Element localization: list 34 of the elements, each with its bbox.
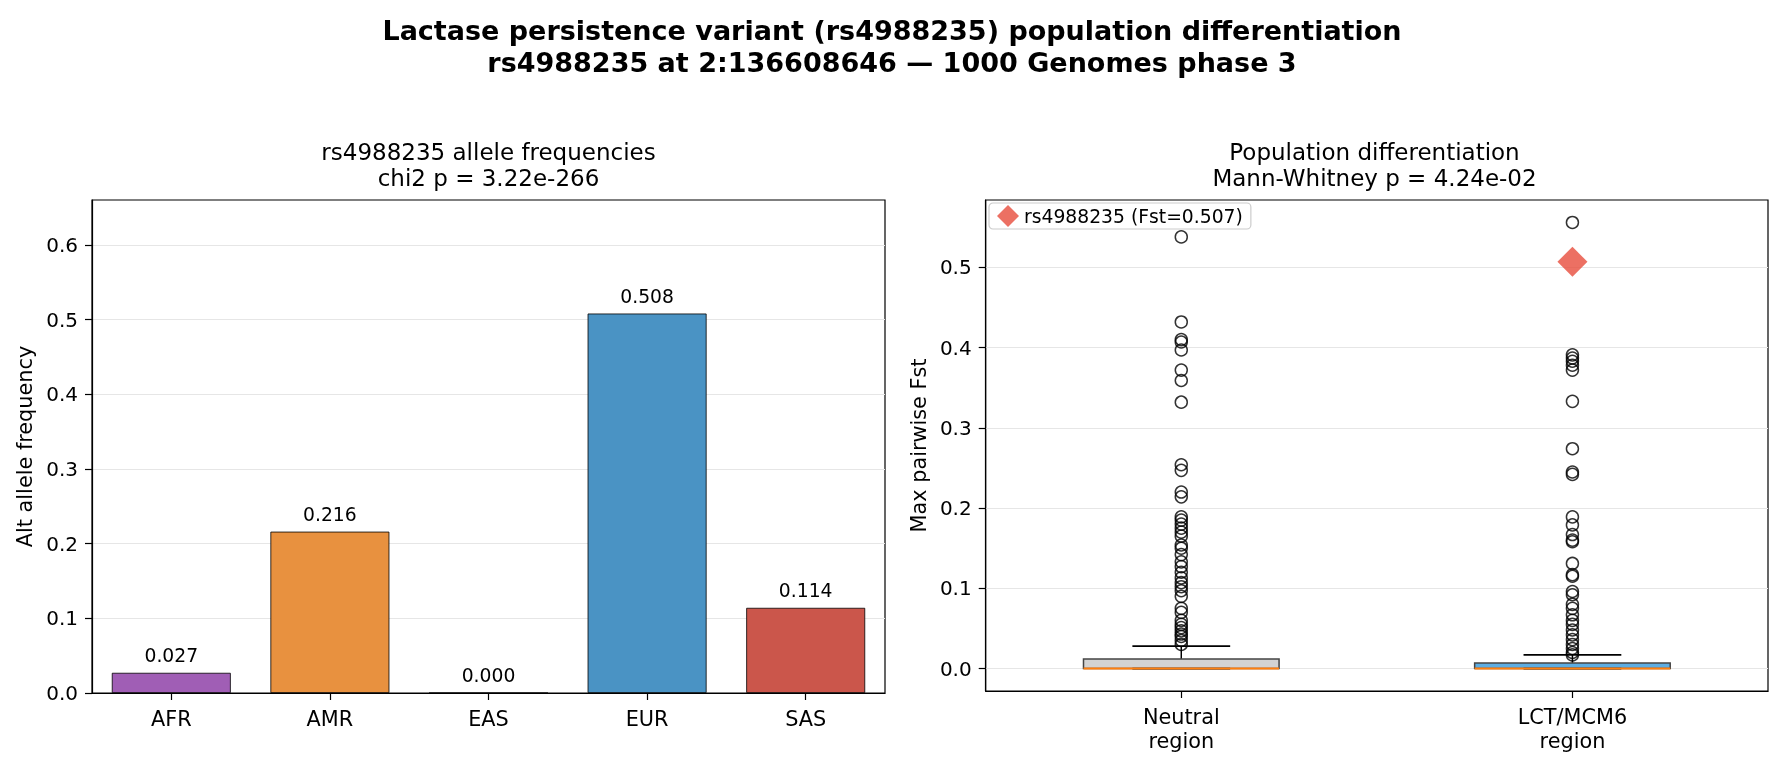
y-axis-title: Alt allele frequency xyxy=(12,345,37,548)
x-tick-label: EAS xyxy=(468,707,509,731)
y-tick-label: 0.2 xyxy=(939,496,972,521)
legend-label: rs4988235 (Fst=0.507) xyxy=(1024,205,1243,227)
y-tick-label: 0.0 xyxy=(46,681,78,705)
y-tick-label: 0.3 xyxy=(939,415,972,440)
x-tick-label: SAS xyxy=(785,707,827,731)
x-tick-label: AMR xyxy=(306,707,354,731)
y-tick-label: 0.5 xyxy=(46,307,78,332)
y-tick-label: 0.0 xyxy=(939,656,972,681)
chart-subtitle: Mann-Whitney p = 4.24e-02 xyxy=(1212,165,1537,191)
y-tick-label: 0.1 xyxy=(46,606,78,631)
chart-title: Population differentiation xyxy=(1229,139,1520,165)
data-label: 0.000 xyxy=(461,664,516,686)
y-tick-label: 0.5 xyxy=(939,255,972,280)
y-axis-title: Max pairwise Fst xyxy=(906,358,931,533)
chart-subtitle: chi2 p = 3.22e-266 xyxy=(377,165,600,191)
y-tick-label: 0.2 xyxy=(46,531,78,556)
data-label: 0.027 xyxy=(144,644,199,666)
y-tick-label: 0.1 xyxy=(939,576,972,601)
x-tick-label: Neutral region xyxy=(1142,705,1220,753)
data-label: 0.216 xyxy=(303,503,357,525)
x-tick-label: LCT/MCM6 region xyxy=(1517,705,1628,753)
data-label: 0.508 xyxy=(620,285,674,307)
chart-title: rs4988235 allele frequencies xyxy=(321,139,656,165)
y-tick-label: 0.6 xyxy=(46,232,78,257)
y-tick-label: 0.4 xyxy=(939,335,972,360)
x-tick-label: AFR xyxy=(150,707,192,731)
y-tick-label: 0.4 xyxy=(46,382,78,407)
y-tick-label: 0.3 xyxy=(46,456,78,481)
x-tick-label: EUR xyxy=(625,707,669,731)
text: rs4988235 at 2:136608646 — 1000 Genomes phase 3 xyxy=(486,47,1298,79)
text: Lactase persistence variant (rs4988235) population differentiation xyxy=(381,15,1403,47)
data-label: 0.114 xyxy=(778,579,833,601)
